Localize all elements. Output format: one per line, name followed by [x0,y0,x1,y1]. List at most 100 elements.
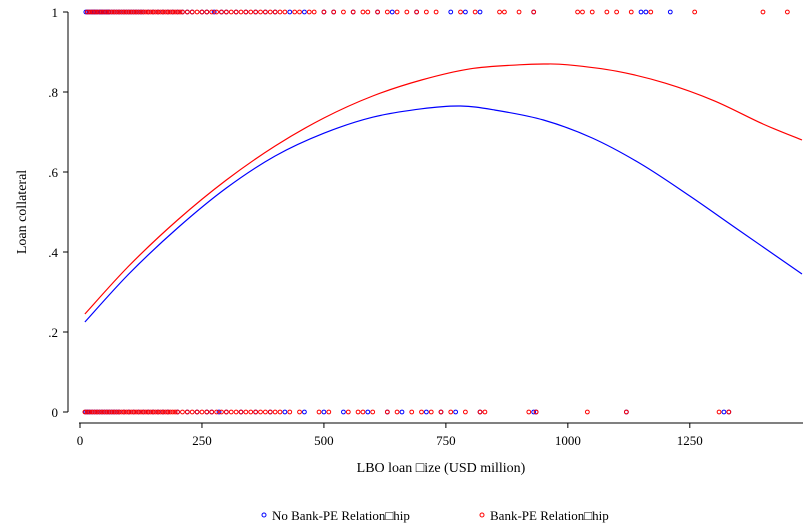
point-relationship [292,9,298,15]
point-relationship [384,409,390,415]
point-relationship [262,9,268,15]
point-no-relationship [643,9,649,15]
x-axis-label: LBO loan □ize (USD million) [357,461,526,476]
point-relationship [175,9,180,15]
point-relationship [101,9,107,15]
point-relationship [458,9,463,15]
point-relationship [623,409,629,415]
point-relationship [143,409,149,415]
point-relationship [482,409,488,415]
plot-area: 0 .2 .4 .6 .8 1 0 250 500 750 1000 1250 [48,5,803,448]
point-relationship [272,409,278,415]
point-relationship [84,9,90,15]
point-relationship [145,9,151,15]
point-relationship [228,9,234,15]
point-relationship [160,409,166,415]
point-relationship [219,409,224,415]
point-relationship [243,9,249,15]
point-relationship [199,409,205,415]
legend-item-no-relationship: No Bank-PE Relation□hip [261,508,410,523]
point-relationship [604,9,610,15]
point-relationship [184,409,190,415]
point-relationship [111,9,117,15]
point-relationship [716,409,722,415]
point-relationship [692,9,698,15]
point-relationship [150,9,156,15]
y-tick-label: .2 [48,325,58,340]
point-relationship [282,9,288,15]
point-relationship [153,9,159,15]
point-no-relationship [302,409,307,415]
point-relationship [204,409,210,415]
point-no-relationship [389,9,395,15]
point-relationship [136,409,141,415]
point-relationship [143,9,149,15]
point-no-relationship [321,409,327,415]
point-relationship [419,409,424,415]
point-relationship [111,409,117,415]
point-relationship [726,409,732,415]
point-relationship [150,409,156,415]
point-no-relationship [462,9,468,15]
point-relationship [138,409,144,415]
point-relationship [106,9,112,15]
point-relationship [472,9,478,15]
point-relationship [94,409,100,415]
point-no-relationship [282,409,288,415]
point-relationship [267,409,273,415]
point-relationship [297,409,302,415]
point-relationship [119,409,124,415]
point-relationship [311,9,317,15]
point-relationship [184,9,190,15]
point-relationship [133,9,139,15]
point-relationship [267,9,273,15]
legend-label-no-relationship: No Bank-PE Relation□hip [272,508,410,523]
point-relationship [165,9,171,15]
point-relationship [133,409,139,415]
point-relationship [297,9,302,15]
point-relationship [155,409,161,415]
fitted-curve-relationship [84,63,803,315]
point-relationship [277,9,283,15]
point-relationship [106,409,112,415]
x-axis-ticks: 0 250 500 750 1000 1250 [77,423,703,448]
point-relationship [209,409,215,415]
point-relationship [126,9,132,15]
point-relationship [162,9,168,15]
point-relationship [141,409,146,415]
fitted-curves [84,63,803,323]
point-relationship [219,9,224,15]
point-relationship [189,409,195,415]
point-no-relationship [287,9,293,15]
x-tick-label: 500 [314,433,334,448]
point-relationship [394,409,400,415]
point-relationship [209,9,215,15]
point-relationship [760,9,766,15]
y-axis-label: Loan collateral [15,170,30,254]
point-relationship [109,409,115,415]
point-relationship [355,409,361,415]
point-relationship [580,9,585,15]
point-relationship [145,409,151,415]
point-relationship [404,9,410,15]
point-relationship [316,409,322,415]
point-relationship [131,9,137,15]
point-relationship [158,9,163,15]
point-relationship [238,9,244,15]
point-relationship [131,409,137,415]
fitted-curve-no-relationship [84,105,803,323]
point-relationship [370,409,376,415]
point-relationship [784,9,790,15]
point-relationship [438,409,444,415]
legend: No Bank-PE Relation□hip Bank-PE Relation… [261,508,609,523]
point-relationship [84,409,90,415]
point-relationship [172,9,178,15]
point-relationship [170,409,176,415]
point-relationship [97,9,102,15]
point-relationship [123,409,129,415]
point-relationship [138,9,144,15]
scatter-points [82,9,790,415]
point-relationship [194,9,200,15]
y-tick-label: 0 [52,405,59,420]
point-relationship [238,409,244,415]
